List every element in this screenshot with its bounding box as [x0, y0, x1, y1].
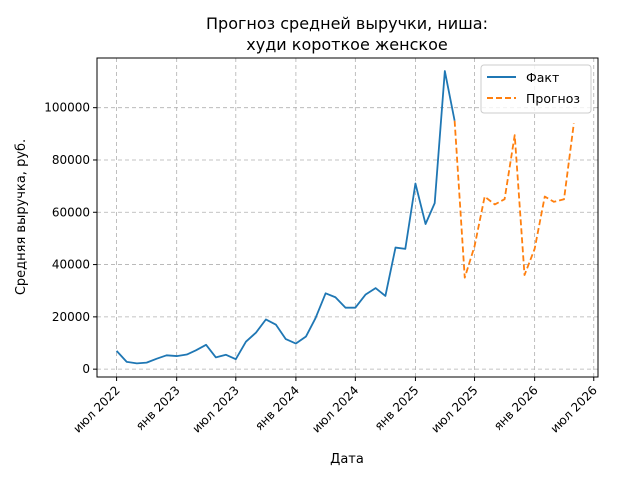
x-tick-label: июл 2023 — [190, 383, 242, 435]
x-tick-label: июл 2024 — [309, 383, 361, 435]
series-line-fact — [115, 70, 456, 365]
chart-title-line-2: худи короткое женское — [246, 35, 447, 54]
y-tick-label: 80000 — [52, 153, 90, 167]
legend-label-forecast: Прогноз — [526, 91, 580, 106]
y-tick-label: 40000 — [52, 258, 90, 272]
x-tick-label: янв 2024 — [252, 383, 302, 433]
x-tick-label: июл 2025 — [428, 383, 480, 435]
x-tick-label: янв 2025 — [372, 383, 422, 433]
series-lines — [115, 70, 575, 365]
y-tick-label: 60000 — [52, 205, 90, 219]
x-tick-label: янв 2026 — [491, 383, 541, 433]
x-axis-label: Дата — [330, 452, 364, 467]
plot-frame — [96, 57, 599, 378]
chart-title-line-1: Прогноз средней выручки, ниша: — [206, 14, 488, 33]
legend-label-fact: Факт — [526, 70, 559, 85]
y-tick-label: 100000 — [44, 101, 90, 115]
y-tick-label: 0 — [82, 362, 90, 376]
x-tick-label: июл 2022 — [70, 383, 122, 435]
y-axis-label: Средняя выручка, руб. — [14, 139, 29, 295]
y-tick-label: 20000 — [52, 310, 90, 324]
series-line-forecast — [453, 120, 575, 279]
legend: Факт Прогноз — [480, 64, 592, 114]
x-tick-label: июл 2026 — [548, 383, 600, 435]
x-tick-label: янв 2023 — [133, 383, 183, 433]
